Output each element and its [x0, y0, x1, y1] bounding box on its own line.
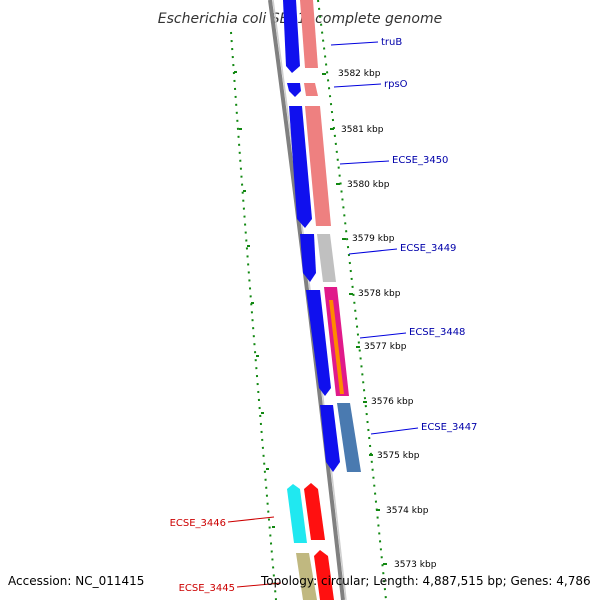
- gene-label-trub[interactable]: truB: [381, 37, 402, 48]
- gene-label-ecse-3448[interactable]: ECSE_3448: [409, 327, 465, 338]
- cds-truB-forward: [283, 0, 300, 73]
- leader-lines: [227, 41, 419, 588]
- kbp-label: 3582 kbp: [338, 69, 381, 79]
- cds-3449-forward: [300, 234, 316, 282]
- inner-dot-track: [230, 31, 277, 600]
- cds-truB-reverse: [300, 0, 318, 68]
- gene-label-ecse-3445[interactable]: ECSE_3445: [179, 583, 235, 594]
- cds-3446-red: [304, 483, 325, 540]
- kbp-label: 3574 kbp: [386, 506, 429, 516]
- kbp-label: 3578 kbp: [358, 289, 401, 299]
- cds-3447-steelblue: [337, 403, 361, 472]
- kbp-label: 3575 kbp: [377, 451, 420, 461]
- cds-3445-red: [314, 550, 334, 600]
- cds-3448-forward: [306, 290, 331, 396]
- map-title: Escherichia coli SE11, complete genome: [158, 11, 442, 27]
- kbp-label: 3573 kbp: [394, 560, 437, 570]
- cds-rpsO-reverse: [304, 83, 318, 96]
- tick-tracks: [230, 0, 387, 600]
- kbp-label: 3577 kbp: [364, 342, 407, 352]
- gene-labels: truB rpsO ECSE_3450 ECSE_3449 ECSE_3448 …: [170, 37, 478, 594]
- gene-label-ecse-3450[interactable]: ECSE_3450: [392, 155, 448, 166]
- gene-label-ecse-3446[interactable]: ECSE_3446: [170, 518, 226, 529]
- gene-label-ecse-3447[interactable]: ECSE_3447: [421, 422, 477, 433]
- cds-features: [283, 0, 361, 600]
- cds-3450-forward: [289, 106, 312, 228]
- kbp-label: 3576 kbp: [371, 397, 414, 407]
- outer-dot-track: [317, 0, 387, 600]
- topology-text: Topology: circular; Length: 4,887,515 bp…: [261, 574, 591, 588]
- kbp-label: 3581 kbp: [341, 125, 384, 135]
- kbp-label: 3580 kbp: [347, 180, 390, 190]
- gene-label-ecse-3449[interactable]: ECSE_3449: [400, 243, 456, 254]
- accession-text: Accession: NC_011415: [8, 574, 145, 588]
- kbp-labels: 3582 kbp 3581 kbp 3580 kbp 3579 kbp 3578…: [338, 69, 437, 570]
- cds-3446-cyan: [287, 484, 307, 543]
- cds-3448-orange-band: [329, 300, 344, 394]
- cds-3445-olive: [296, 553, 317, 600]
- kbp-label: 3579 kbp: [352, 234, 395, 244]
- gene-label-rpso[interactable]: rpsO: [384, 79, 408, 90]
- cds-rpsO-forward: [287, 83, 301, 97]
- cds-3449-other: [317, 234, 336, 282]
- outer-dashes: [322, 73, 387, 565]
- inner-dashes: [234, 71, 275, 528]
- cds-3447-forward: [320, 405, 340, 472]
- cds-3450-reverse: [305, 106, 331, 226]
